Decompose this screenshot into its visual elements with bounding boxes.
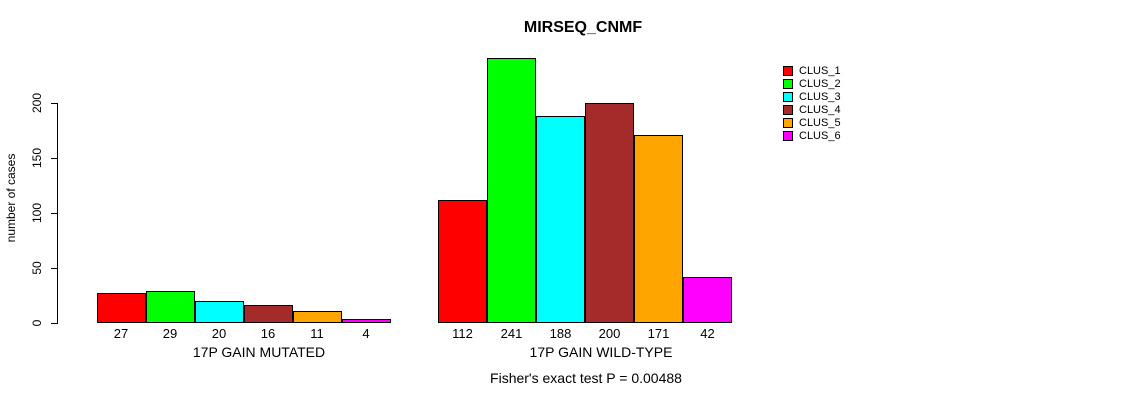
y-tick-label: 200 — [30, 92, 44, 114]
chart-title: MIRSEQ_CNMF — [523, 19, 643, 36]
bar-value-label: 29 — [162, 326, 178, 341]
bar-value-label: 188 — [549, 326, 572, 341]
bar-clus_4-group-1 — [243, 305, 293, 323]
bar-clus_6-group-1 — [341, 319, 391, 323]
y-axis-tick — [51, 158, 58, 159]
group-label: 17P GAIN WILD-TYPE — [529, 344, 673, 360]
legend-swatch-clus-2 — [783, 79, 793, 89]
bar-value-label: 27 — [113, 326, 129, 341]
group-label: 17P GAIN MUTATED — [192, 344, 326, 360]
legend-swatch-clus-1 — [783, 66, 793, 76]
legend-label-clus-4: CLUS_4 — [799, 104, 841, 116]
y-tick-label: 0 — [30, 319, 44, 327]
bar-clus_3-group-2 — [536, 116, 585, 323]
y-tick-label: 100 — [30, 202, 44, 224]
legend-label-clus-6: CLUS_6 — [799, 130, 841, 142]
y-axis-tick — [51, 213, 58, 214]
bar-clus_6-group-2 — [683, 277, 732, 323]
y-tick-label: 50 — [30, 261, 44, 275]
legend-label-clus-5: CLUS_5 — [799, 117, 841, 129]
bar-clus_5-group-1 — [292, 311, 342, 323]
bar-clus_3-group-1 — [194, 301, 244, 323]
legend-swatch-clus-6 — [783, 131, 793, 141]
bar-value-label: 11 — [310, 326, 324, 341]
bar-clus_1-group-2 — [438, 200, 487, 323]
legend-label-clus-3: CLUS_3 — [799, 91, 841, 103]
legend-swatch-clus-3 — [783, 92, 793, 102]
legend-swatch-clus-5 — [783, 118, 793, 128]
bar-clus_1-group-1 — [96, 293, 146, 323]
bar-value-label: 42 — [700, 326, 715, 341]
y-axis-tick — [51, 268, 58, 269]
legend-swatch-clus-4 — [783, 105, 793, 115]
y-tick-label: 150 — [30, 147, 44, 169]
bar-value-label: 4 — [362, 326, 370, 341]
bar-value-label: 171 — [647, 326, 670, 341]
y-axis-tick — [51, 103, 58, 104]
bar-clus_4-group-2 — [585, 103, 634, 323]
legend-label-clus-1: CLUS_1 — [799, 65, 841, 77]
bar-value-label: 200 — [598, 326, 621, 341]
bar-clus_2-group-2 — [487, 58, 536, 323]
bar-value-label: 20 — [211, 326, 227, 341]
fisher-test-annotation: Fisher's exact test P = 0.00488 — [490, 370, 682, 386]
bar-value-label: 241 — [500, 326, 523, 341]
bar-value-label: 16 — [260, 326, 276, 341]
bar-value-label: 112 — [452, 326, 473, 341]
y-axis-tick — [51, 323, 58, 324]
y-axis-label: number of cases — [4, 153, 18, 243]
legend-label-clus-2: CLUS_2 — [799, 78, 841, 90]
bar-clus_5-group-2 — [634, 135, 683, 323]
bar-clus_2-group-1 — [145, 291, 195, 323]
